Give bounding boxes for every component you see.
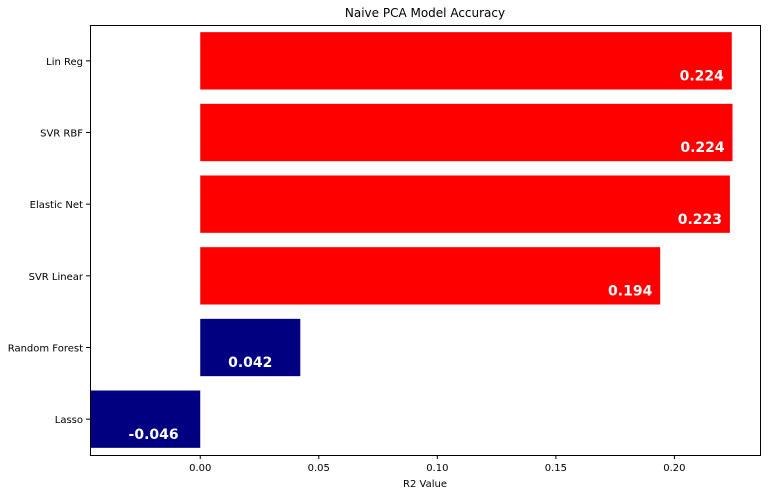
data-label-elastic-net: 0.223 [678, 212, 722, 228]
bar-elastic-net [200, 175, 730, 233]
x-tick-label: 0.20 [663, 463, 685, 474]
y-tick-label: Lin Reg [46, 57, 83, 68]
x-tick-label: 0.10 [426, 463, 448, 474]
x-axis-ticks: 0.00 0.05 0.10 0.15 0.20 [189, 455, 686, 474]
bars-group [90, 32, 733, 448]
bar-svr-linear [200, 247, 661, 305]
y-tick-label: Random Forest [8, 344, 83, 355]
data-labels-group: 0.224 0.224 0.223 0.194 0.042 -0.046 [129, 69, 725, 443]
chart-title: Naive PCA Model Accuracy [345, 6, 505, 20]
data-label-svr-rbf: 0.224 [680, 140, 725, 156]
x-tick-label: 0.15 [545, 463, 567, 474]
bar-lin-reg [200, 32, 732, 90]
data-label-lin-reg: 0.224 [680, 69, 725, 85]
y-tick-label: Elastic Net [30, 200, 83, 211]
y-tick-label: Lasso [55, 415, 83, 426]
data-label-svr-linear: 0.194 [608, 284, 653, 300]
bar-random-forest [200, 318, 301, 377]
bar-svr-rbf [200, 103, 733, 162]
data-label-lasso: -0.046 [129, 427, 179, 443]
y-axis-ticks: Lin Reg SVR RBF Elastic Net SVR Linear Rando… [8, 57, 90, 426]
x-tick-label: 0.05 [308, 463, 330, 474]
y-tick-label: SVR RBF [40, 129, 83, 140]
x-tick-label: 0.00 [189, 463, 211, 474]
bar-lasso [90, 390, 201, 448]
x-axis-label: R2 Value [403, 479, 447, 490]
plot-frame [90, 25, 761, 456]
y-tick-label: SVR Linear [29, 272, 84, 283]
data-label-random-forest: 0.042 [228, 355, 272, 371]
